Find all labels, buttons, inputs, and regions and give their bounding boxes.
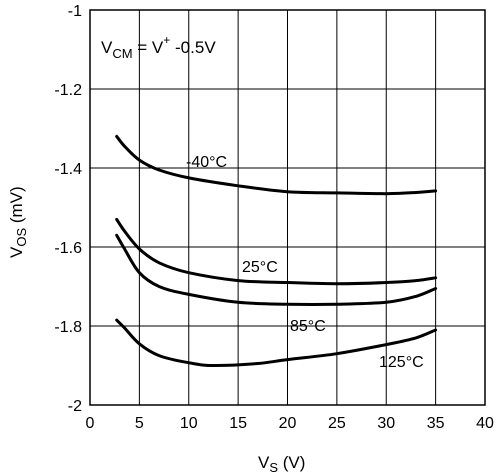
y-tick-label: -1 (68, 3, 82, 20)
x-axis-label: VS (V) (258, 453, 305, 473)
x-tick-label: 20 (279, 415, 297, 432)
series-line (115, 134, 438, 196)
y-tick-label: -1.6 (54, 240, 82, 257)
series-label: 85°C (290, 318, 326, 335)
plot-frame (89, 9, 486, 406)
condition-annotation: VCM = V+ -0.5V (101, 33, 216, 61)
y-tick-label: -1.4 (54, 161, 82, 178)
series-line (115, 233, 438, 307)
series-label: -40°C (186, 154, 227, 171)
series-line (115, 318, 438, 368)
x-tick-label: 10 (180, 415, 198, 432)
series-labels: -40°C 25°C 85°C 125°C (186, 154, 424, 371)
x-tick-label: 5 (135, 415, 144, 432)
y-axis-label: VOS (mV) (7, 186, 29, 258)
x-tick-label: 35 (427, 415, 445, 432)
series-lines (115, 134, 438, 368)
x-tick-label: 25 (328, 415, 346, 432)
x-tick-labels: 0 5 10 15 20 25 30 35 40 (86, 415, 494, 432)
y-tick-label: -2 (68, 398, 82, 415)
series-line (115, 217, 438, 286)
series-label: 25°C (242, 259, 278, 276)
series-label: 125°C (379, 354, 424, 371)
y-tick-labels: -2 -1.8 -1.6 -1.4 -1.2 -1 (54, 3, 82, 415)
x-tick-label: 30 (377, 415, 395, 432)
x-tick-label: 40 (476, 415, 494, 432)
grid (90, 10, 485, 405)
x-tick-label: 15 (229, 415, 247, 432)
y-tick-label: -1.2 (54, 82, 82, 99)
y-tick-label: -1.8 (54, 319, 82, 336)
x-tick-label: 0 (86, 415, 95, 432)
